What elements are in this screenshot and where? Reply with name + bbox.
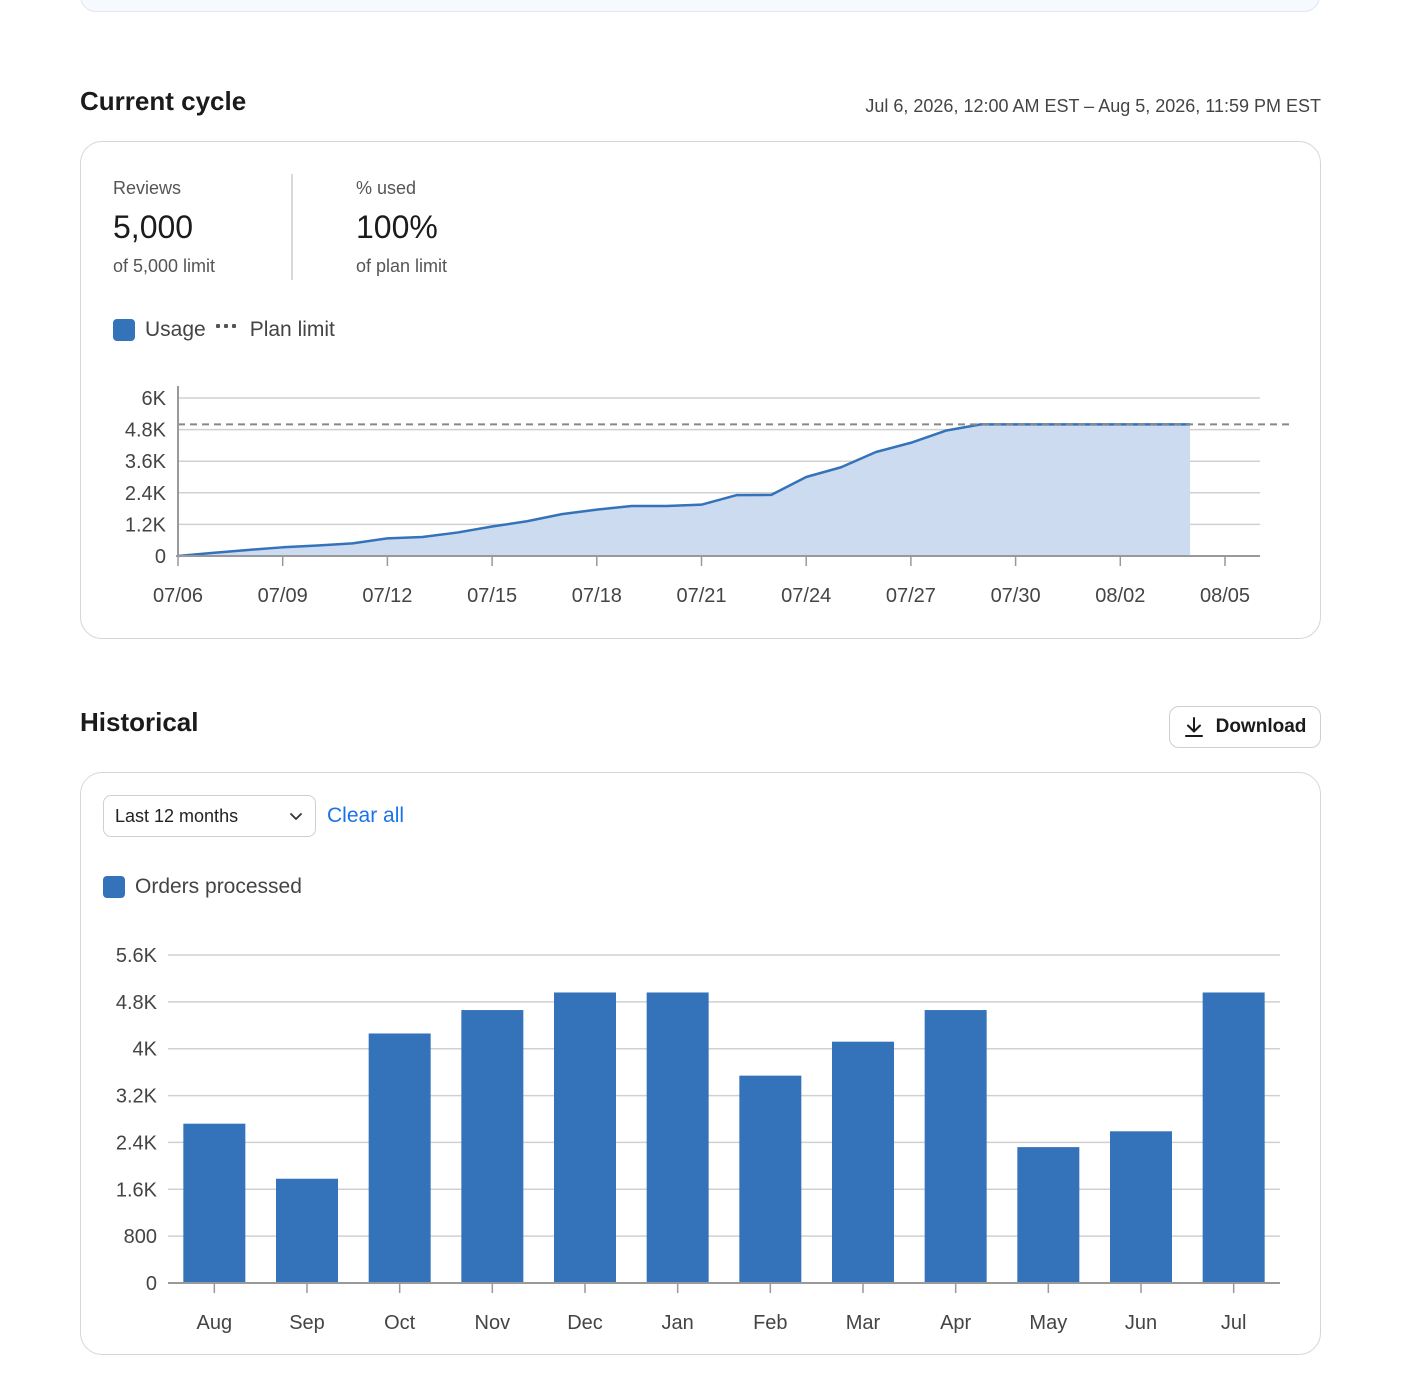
orders-x-tick-label: Oct	[384, 1312, 416, 1334]
download-label: Download	[1215, 716, 1307, 737]
period-select[interactable]: Last 12 months	[103, 795, 316, 837]
orders-y-tick-label: 800	[124, 1226, 157, 1248]
chevron-down-icon	[290, 813, 302, 820]
orders-y-tick-label: 3.2K	[116, 1086, 158, 1108]
plan-limit-legend-label: Plan limit	[249, 318, 335, 341]
orders-legend-label: Orders processed	[135, 875, 302, 898]
usage-x-tick-label: 07/21	[676, 585, 726, 607]
orders-swatch	[103, 876, 125, 898]
historical-title: Historical	[80, 707, 199, 737]
period-select-value: Last 12 months	[115, 805, 239, 826]
orders-bar	[183, 1123, 246, 1283]
orders-x-tick-label: Apr	[940, 1312, 971, 1334]
percent-used-label: % used	[356, 178, 417, 198]
orders-bar	[1110, 1131, 1172, 1283]
current-cycle-title: Current cycle	[80, 86, 247, 116]
orders-bar	[461, 1010, 524, 1283]
orders-y-tick-label: 0	[146, 1273, 157, 1295]
orders-legend: Orders processed	[103, 875, 302, 899]
orders-x-tick-label: Jul	[1221, 1312, 1247, 1334]
orders-bar	[924, 1010, 987, 1283]
usage-x-tick-label: 07/18	[572, 585, 622, 607]
reviews-stat: Reviews 5,000 of 5,000 limit	[113, 178, 215, 277]
orders-bar	[276, 1178, 338, 1283]
orders-y-tick-label: 2.4K	[116, 1132, 158, 1154]
usage-x-tick-label: 08/02	[1095, 585, 1145, 607]
orders-y-tick-label: 4.8K	[116, 992, 158, 1014]
orders-x-tick-label: Aug	[197, 1312, 233, 1334]
orders-bar	[554, 992, 616, 1283]
download-button[interactable]: Download	[1169, 706, 1321, 748]
orders-x-tick-label: Sep	[289, 1312, 325, 1334]
usage-y-tick-label: 6K	[142, 388, 167, 410]
reviews-sub: of 5,000 limit	[113, 256, 216, 276]
usage-y-tick-label: 1.2K	[125, 514, 167, 536]
usage-x-tick-label: 07/24	[781, 585, 831, 607]
usage-x-tick-label: 07/12	[362, 585, 412, 607]
usage-y-tick-label: 4.8K	[125, 420, 167, 442]
orders-x-tick-label: Nov	[475, 1312, 511, 1334]
dotted-line-icon	[215, 324, 238, 328]
orders-y-tick-label: 4K	[133, 1039, 158, 1061]
download-icon	[1184, 717, 1203, 737]
usage-y-tick-label: 2.4K	[125, 483, 167, 505]
usage-x-tick-label: 07/30	[991, 585, 1041, 607]
usage-x-tick-label: 07/09	[258, 585, 308, 607]
usage-legend-label: Usage	[145, 318, 206, 341]
orders-y-tick-label: 5.6K	[116, 945, 158, 967]
usage-x-tick-label: 07/15	[467, 585, 517, 607]
usage-y-tick-label: 0	[155, 546, 166, 568]
usage-chart: 0 1.2K 2.4K 3.6K 4.8K 6K 07/06 07/09 07/12 07/15 0…	[125, 386, 1290, 607]
orders-x-tick-label: Jun	[1125, 1312, 1157, 1334]
percent-used-sub: of plan limit	[356, 256, 448, 276]
orders-x-tick-label: Dec	[567, 1312, 603, 1334]
orders-y-tick-label: 1.6K	[116, 1179, 158, 1201]
orders-bar	[646, 992, 709, 1283]
orders-x-tick-label: Jan	[662, 1312, 694, 1334]
percent-used-stat: % used 100% of plan limit	[356, 178, 447, 277]
orders-bar	[1017, 1147, 1080, 1283]
clear-all-link[interactable]: Clear all	[327, 804, 405, 827]
reviews-value: 5,000	[113, 209, 194, 245]
orders-bar	[368, 1033, 431, 1283]
cycle-date-range: Jul 6, 2026, 12:00 AM EST – Aug 5, 2026,…	[865, 96, 1321, 116]
reviews-label: Reviews	[113, 178, 182, 198]
percent-used-value: 100%	[356, 209, 438, 245]
orders-x-tick-label: May	[1029, 1312, 1067, 1334]
orders-bar	[1202, 992, 1265, 1283]
usage-swatch	[113, 319, 135, 341]
orders-bar	[832, 1041, 894, 1283]
usage-x-tick-label: 08/05	[1200, 585, 1250, 607]
usage-x-tick-label: 07/06	[153, 585, 203, 607]
orders-bar	[739, 1075, 802, 1283]
usage-legend: Usage Plan limit	[113, 318, 335, 342]
usage-x-tick-label: 07/27	[886, 585, 936, 607]
orders-chart: 0 800 1.6K 2.4K 3.2K 4K 4.8K 5.6K Aug Sep Oct Nov De…	[116, 945, 1280, 1334]
orders-x-tick-label: Feb	[753, 1312, 787, 1334]
usage-area	[178, 424, 1191, 556]
orders-x-tick-label: Mar	[846, 1312, 881, 1334]
stat-divider	[291, 174, 293, 280]
usage-y-tick-label: 3.6K	[125, 451, 167, 473]
